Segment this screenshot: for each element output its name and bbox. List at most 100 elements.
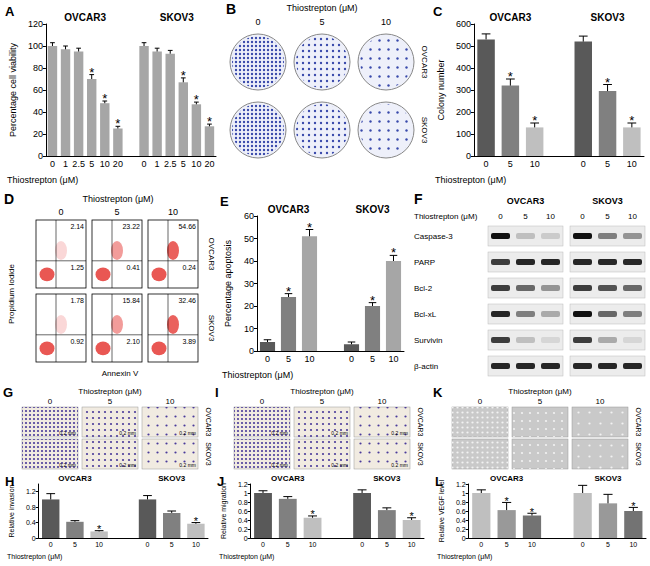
svg-text:SKOV3: SKOV3 xyxy=(591,12,625,23)
svg-text:0.2 mm: 0.2 mm xyxy=(59,462,76,468)
svg-text:5: 5 xyxy=(320,397,325,406)
svg-text:10: 10 xyxy=(244,324,254,334)
svg-text:0.2 mm: 0.2 mm xyxy=(331,430,348,436)
svg-text:F: F xyxy=(414,191,423,207)
svg-text:0: 0 xyxy=(50,159,55,169)
svg-text:0: 0 xyxy=(349,354,354,364)
svg-text:5: 5 xyxy=(114,207,119,217)
svg-text:OVCAR3: OVCAR3 xyxy=(58,474,92,483)
svg-text:*: * xyxy=(629,113,634,128)
svg-text:OVCAR3: OVCAR3 xyxy=(64,12,106,23)
svg-text:Thiostrepton (μM): Thiostrepton (μM) xyxy=(7,553,62,561)
svg-text:23.22: 23.22 xyxy=(122,223,140,230)
svg-text:*: * xyxy=(532,113,537,128)
svg-text:*: * xyxy=(307,220,312,235)
svg-text:1: 1 xyxy=(244,490,248,497)
svg-text:*: * xyxy=(508,69,513,84)
svg-text:5: 5 xyxy=(89,159,94,169)
svg-text:0: 0 xyxy=(49,541,53,548)
svg-text:60: 60 xyxy=(33,85,43,95)
svg-text:1: 1 xyxy=(155,159,160,169)
svg-text:SKOV3: SKOV3 xyxy=(207,315,215,342)
svg-text:0: 0 xyxy=(32,535,36,542)
svg-text:Survivin: Survivin xyxy=(414,336,442,345)
svg-text:0.2 mm: 0.2 mm xyxy=(391,430,408,436)
svg-text:0.41: 0.41 xyxy=(126,264,140,271)
svg-text:SKOV3: SKOV3 xyxy=(160,12,194,23)
svg-text:0.2: 0.2 xyxy=(456,526,466,533)
svg-text:0.24: 0.24 xyxy=(182,264,196,271)
svg-text:0: 0 xyxy=(255,17,260,27)
svg-text:OVCAR3: OVCAR3 xyxy=(268,204,310,215)
svg-text:20: 20 xyxy=(244,301,254,311)
svg-text:B: B xyxy=(226,1,236,17)
svg-text:1: 1 xyxy=(63,159,68,169)
svg-text:Caspase-3: Caspase-3 xyxy=(414,232,453,241)
svg-text:0.2 mm: 0.2 mm xyxy=(271,430,288,436)
svg-text:0: 0 xyxy=(146,541,150,548)
svg-text:5: 5 xyxy=(73,541,77,548)
svg-text:10: 10 xyxy=(378,397,387,406)
svg-text:5: 5 xyxy=(108,397,113,406)
svg-text:20: 20 xyxy=(113,159,123,169)
svg-text:54.66: 54.66 xyxy=(178,223,196,230)
svg-text:5: 5 xyxy=(605,159,610,169)
svg-text:2.14: 2.14 xyxy=(70,223,84,230)
svg-text:2.5: 2.5 xyxy=(164,159,177,169)
svg-text:SKOV3: SKOV3 xyxy=(420,117,428,144)
svg-text:10: 10 xyxy=(408,541,416,548)
svg-text:*: * xyxy=(194,515,199,527)
svg-text:K: K xyxy=(433,385,443,400)
svg-text:5: 5 xyxy=(286,354,291,364)
svg-text:600: 600 xyxy=(456,19,471,29)
svg-text:*: * xyxy=(409,510,414,522)
svg-text:0.6: 0.6 xyxy=(238,508,248,515)
svg-text:*: * xyxy=(194,92,199,107)
svg-text:Thiostrepton (μM): Thiostrepton (μM) xyxy=(78,387,142,396)
svg-text:1: 1 xyxy=(462,490,466,497)
svg-text:OVCAR3: OVCAR3 xyxy=(507,196,545,206)
svg-text:Thiostrepton (μM): Thiostrepton (μM) xyxy=(508,387,572,396)
svg-text:G: G xyxy=(3,385,13,400)
svg-text:0: 0 xyxy=(462,535,466,542)
svg-text:OVCAR3: OVCAR3 xyxy=(490,474,524,483)
svg-text:10: 10 xyxy=(191,159,201,169)
svg-text:10: 10 xyxy=(528,541,536,548)
svg-text:300: 300 xyxy=(456,85,471,95)
svg-text:5: 5 xyxy=(181,159,186,169)
svg-text:10: 10 xyxy=(596,397,605,406)
svg-text:Propidium Iodide: Propidium Iodide xyxy=(7,263,16,324)
svg-text:0: 0 xyxy=(244,535,248,542)
svg-text:Thiostrepton (μM): Thiostrepton (μM) xyxy=(222,370,293,380)
svg-text:10: 10 xyxy=(546,212,555,221)
svg-text:E: E xyxy=(220,194,229,209)
svg-text:0: 0 xyxy=(580,212,585,221)
svg-text:SKOV3: SKOV3 xyxy=(205,442,212,465)
svg-text:0: 0 xyxy=(142,159,147,169)
svg-text:0.2 mm: 0.2 mm xyxy=(331,462,348,468)
svg-text:20: 20 xyxy=(204,159,214,169)
svg-text:Thiostrepton (μM): Thiostrepton (μM) xyxy=(286,3,357,13)
svg-text:Thiostrepton (μM): Thiostrepton (μM) xyxy=(7,175,78,185)
svg-text:OVCAR3: OVCAR3 xyxy=(417,408,424,437)
svg-text:32.46: 32.46 xyxy=(178,297,196,304)
svg-text:1.25: 1.25 xyxy=(70,264,84,271)
svg-text:0.2 mm: 0.2 mm xyxy=(391,462,408,468)
svg-text:0.8: 0.8 xyxy=(456,499,466,506)
svg-text:10: 10 xyxy=(95,541,103,548)
svg-text:40: 40 xyxy=(33,107,43,117)
svg-text:*: * xyxy=(310,508,315,520)
svg-text:5: 5 xyxy=(538,397,543,406)
svg-text:*: * xyxy=(89,65,94,80)
svg-text:0: 0 xyxy=(38,151,43,161)
svg-text:Percentage cell viability: Percentage cell viability xyxy=(8,42,18,137)
svg-text:3.89: 3.89 xyxy=(182,338,196,345)
svg-text:Annexin V: Annexin V xyxy=(102,369,139,378)
svg-text:L: L xyxy=(435,474,443,489)
svg-text:OVCAR3: OVCAR3 xyxy=(205,408,212,437)
svg-text:*: * xyxy=(530,506,535,518)
svg-text:0.2: 0.2 xyxy=(238,526,248,533)
svg-text:*: * xyxy=(115,116,120,131)
svg-text:80: 80 xyxy=(33,63,43,73)
svg-text:120: 120 xyxy=(28,19,43,29)
